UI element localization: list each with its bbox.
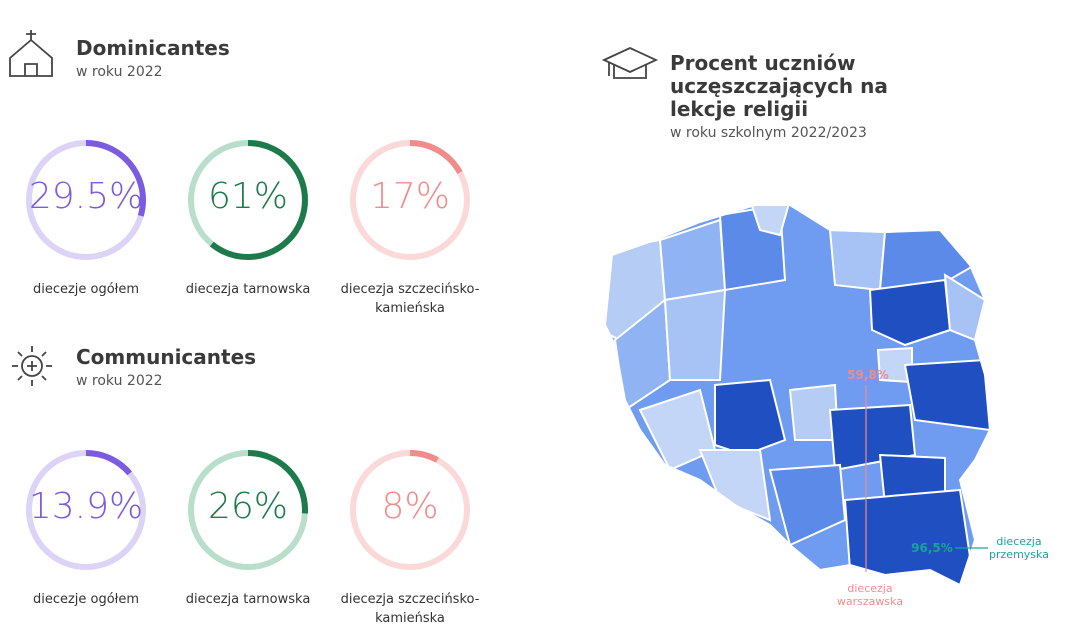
section-title: Dominicantes xyxy=(76,36,230,60)
map xyxy=(605,205,990,585)
gauge-arc xyxy=(350,140,470,260)
annotation-label: diecezja przemyska xyxy=(989,535,1049,561)
section-subtitle: w roku 2022 xyxy=(76,64,163,80)
gauge-value: 26% xyxy=(207,486,288,527)
gauge-label: diecezja tarnowska xyxy=(185,282,311,297)
gauge-value: 8% xyxy=(381,486,439,527)
gauge-label: diecezja tarnowska xyxy=(185,592,311,607)
church-icon xyxy=(9,30,53,77)
map-subtitle: w roku szkolnym 2022/2023 xyxy=(670,125,867,141)
gauge-label: diecezje ogółem xyxy=(32,592,140,607)
gauge-arc xyxy=(350,450,470,570)
map-title: Procent uczniów uczęszczających na lekcj… xyxy=(670,51,888,121)
sun-icon xyxy=(12,346,52,386)
gauge-arc xyxy=(188,140,308,260)
section-title: Communicantes xyxy=(76,345,257,369)
gauge-value: 61% xyxy=(207,176,288,217)
gauge-label: diecezja szczecińsko-kamieńska xyxy=(340,592,480,626)
gauge-arc xyxy=(26,450,146,570)
gauge-label: diecezja szczecińsko-kamieńska xyxy=(340,282,480,316)
annotation-value: 96,5% xyxy=(911,541,953,555)
annotation-value: 59,8% xyxy=(847,368,889,382)
annotation-label: diecezja warszawska xyxy=(836,582,904,608)
gauge-value: 17% xyxy=(369,176,450,217)
gauge-value: 13.9% xyxy=(28,486,144,527)
gauge-value: 29.5% xyxy=(28,176,144,217)
section-subtitle: w roku 2022 xyxy=(76,373,163,389)
gauge-arc xyxy=(26,140,146,260)
gauge-label: diecezje ogółem xyxy=(32,282,140,297)
cap-icon xyxy=(601,47,659,79)
gauge-arc xyxy=(188,450,308,570)
